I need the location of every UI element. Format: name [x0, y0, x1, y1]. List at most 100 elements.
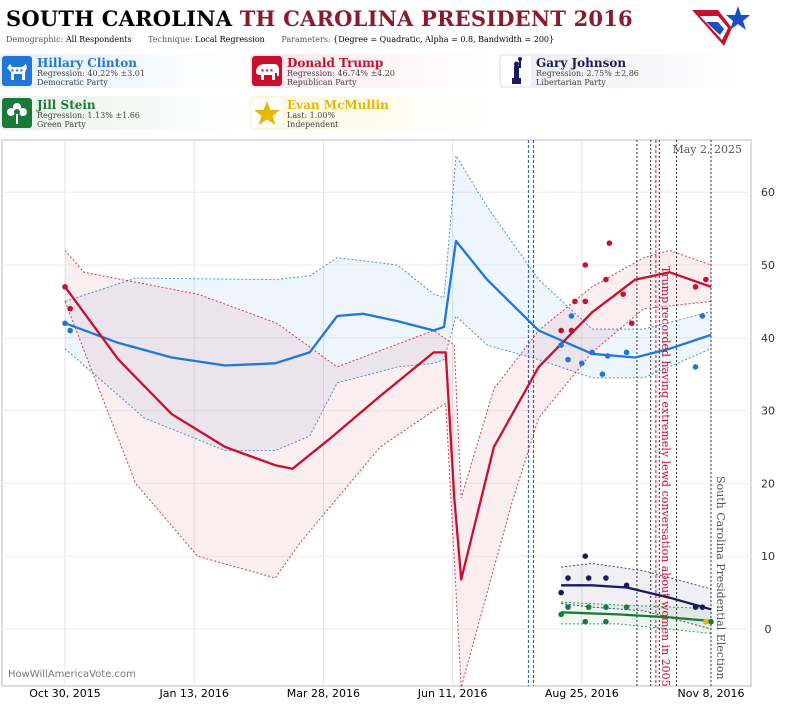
candidate-stat: Last: 1.00%: [287, 111, 336, 120]
poll-point: [565, 575, 571, 581]
poll-point: [623, 349, 630, 356]
candidate-stat: Regression: 2.75% ±2.86: [536, 69, 639, 78]
x-tick-label: Mar 28, 2016: [287, 687, 360, 700]
candidate-card-mcmullin: Evan McMullin Last: 1.00% Independent: [250, 96, 493, 130]
confidence-band: [561, 602, 711, 634]
poll-point: [565, 356, 571, 363]
candidate-party: Independent: [287, 120, 339, 129]
y-tick-label: 60: [761, 186, 775, 199]
poll-point: [67, 327, 73, 334]
poll-point: [558, 611, 564, 618]
election-annotation: South Carolina Presidential Election: [714, 476, 727, 680]
poll-point: [565, 604, 571, 610]
poll-point: [585, 604, 592, 610]
svg-text:★★★: ★★★: [10, 68, 24, 74]
candidate-party: Libertarian Party: [536, 78, 606, 87]
flower-icon: [2, 98, 32, 128]
poll-point: [568, 313, 575, 319]
elephant-icon: ★★★: [252, 56, 282, 86]
poll-point: [589, 349, 595, 356]
poll-point: [582, 298, 589, 305]
candidate-name: Evan McMullin: [287, 98, 389, 112]
confidence-band: [65, 250, 711, 688]
poll-point: [62, 284, 68, 290]
y-tick-label: 40: [761, 332, 775, 345]
candidate-stat: Regression: 1.13% ±1.66: [37, 111, 140, 120]
candidate-name: Donald Trump: [287, 56, 384, 70]
band-upper-line: [561, 601, 712, 610]
parameters-value: {Degree = Quadratic, Alpha = 0.8, Bandwi…: [333, 35, 555, 44]
poll-point: [703, 276, 709, 283]
regression-line: [561, 611, 712, 623]
liberty-statue-icon: [501, 56, 531, 86]
x-tick-label: Jan 13, 2016: [158, 687, 228, 700]
poll-point: [582, 553, 589, 559]
y-tick-label: 50: [761, 259, 775, 272]
x-tick-label: Jun 11, 2016: [417, 687, 488, 700]
y-tick-label: 10: [761, 550, 775, 563]
confidence-band: [65, 155, 711, 451]
poll-point: [599, 371, 606, 377]
donkey-icon: ★★★: [2, 56, 32, 86]
poll-point: [585, 575, 592, 581]
poll-point: [699, 313, 706, 319]
band-upper-line: [64, 249, 712, 499]
band-upper-line: [561, 562, 712, 590]
plot-frame: [1, 139, 752, 687]
candidate-name: Hillary Clinton: [37, 56, 137, 70]
y-tick-label: 20: [761, 477, 775, 490]
regression-line: [64, 271, 712, 581]
poll-point: [606, 240, 613, 246]
poll-point: [572, 298, 578, 305]
title-rest: TH CAROLINA PRESIDENT 2016: [239, 6, 633, 31]
poll-point: [568, 327, 575, 334]
poll-point: [558, 589, 564, 596]
candidate-card-johnson: Gary Johnson Regression: 2.75% ±2.86 Lib…: [499, 54, 742, 88]
poll-point: [603, 604, 609, 610]
chart-date-label: May 2, 2025: [672, 143, 742, 156]
poll-point: [699, 604, 706, 610]
candidate-party: Democratic Party: [37, 78, 108, 87]
band-lower-line: [64, 315, 712, 452]
chart-svg: Oct 30, 2015 Jan 13, 2016 Mar 28, 2016 Jun …: [1, 139, 775, 700]
poll-point: [558, 327, 564, 334]
poll-point: [603, 618, 609, 625]
regression-line: [64, 239, 712, 367]
confidence-band: [561, 563, 711, 629]
candidate-stat: Regression: 46.74% ±4.20: [287, 69, 395, 78]
watermark: HowWillAmericaVote.com: [8, 669, 136, 680]
svg-text:★★★: ★★★: [260, 68, 274, 74]
candidate-party: Republican Party: [287, 78, 357, 87]
poll-point: [582, 262, 589, 268]
poll-point: [603, 575, 609, 581]
parameters-line: Demographic: All Respondents Technique: …: [6, 35, 568, 44]
candidate-stat: Regression: 40.22% ±3.01: [37, 69, 145, 78]
x-tick-label: Nov 8, 2016: [678, 687, 745, 700]
chart-title: SOUTH CAROLINA TH CAROLINA PRESIDENT 201…: [6, 6, 633, 31]
poll-point: [620, 291, 626, 297]
technique-label: Technique:: [148, 35, 193, 44]
poll-point: [708, 618, 714, 625]
poll-point: [623, 604, 630, 610]
logo-icon: [692, 6, 750, 46]
star-icon: [252, 98, 282, 128]
candidate-name: Gary Johnson: [536, 56, 627, 70]
candidate-card-clinton: ★★★ Hillary Clinton Regression: 40.22% ±…: [0, 54, 243, 88]
x-tick-label: Oct 30, 2015: [29, 687, 101, 700]
x-tick-label: Aug 25, 2016: [545, 687, 619, 700]
band-lower-line: [561, 623, 712, 634]
poll-point: [703, 618, 709, 625]
candidate-name: Jill Stein: [37, 98, 96, 112]
parameters-label: Parameters:: [281, 35, 331, 44]
demographic-label: Demographic:: [6, 35, 64, 44]
poll-point: [692, 604, 699, 610]
poll-point: [692, 284, 699, 290]
demographic-value: All Respondents: [65, 35, 132, 44]
candidate-party: Green Party: [37, 120, 86, 129]
y-tick-label: 30: [761, 405, 775, 418]
poll-point: [603, 276, 609, 283]
y-tick-label: 0: [765, 623, 772, 636]
poll-point: [67, 305, 73, 312]
poll-point: [692, 364, 699, 370]
poll-point: [558, 342, 564, 348]
